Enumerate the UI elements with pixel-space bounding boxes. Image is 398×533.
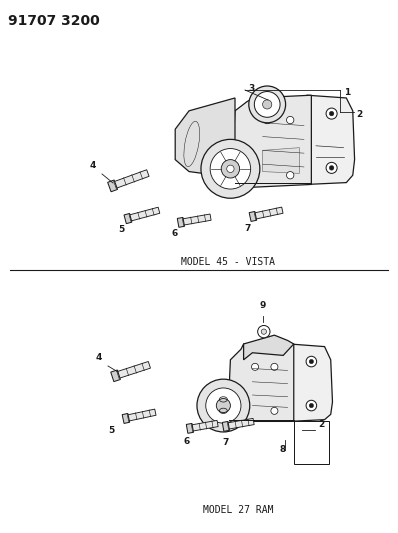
Text: 2: 2 (356, 110, 362, 119)
Circle shape (261, 329, 267, 334)
Circle shape (221, 159, 240, 178)
Polygon shape (228, 344, 294, 422)
Polygon shape (122, 414, 130, 423)
Circle shape (217, 399, 230, 413)
Text: 4: 4 (96, 353, 102, 362)
Circle shape (287, 172, 294, 179)
Polygon shape (117, 361, 150, 378)
Polygon shape (175, 98, 235, 175)
Text: 1: 1 (344, 88, 350, 97)
Polygon shape (177, 217, 185, 227)
Circle shape (258, 326, 270, 338)
Circle shape (329, 166, 334, 170)
Circle shape (206, 388, 241, 423)
Polygon shape (111, 370, 121, 382)
Text: 7: 7 (222, 438, 228, 447)
Text: 9: 9 (260, 301, 266, 310)
Text: 4: 4 (90, 161, 96, 170)
Polygon shape (227, 418, 254, 429)
Circle shape (197, 379, 250, 432)
Text: 6: 6 (172, 229, 178, 238)
Circle shape (271, 407, 278, 414)
Polygon shape (182, 214, 211, 225)
Circle shape (263, 116, 271, 124)
Polygon shape (244, 335, 294, 360)
Text: 5: 5 (118, 225, 124, 234)
Text: 2: 2 (318, 420, 324, 429)
Circle shape (249, 86, 286, 123)
Circle shape (254, 92, 280, 117)
Text: 5: 5 (108, 426, 114, 435)
Circle shape (210, 149, 251, 189)
Circle shape (227, 165, 234, 173)
Circle shape (306, 356, 317, 367)
Circle shape (201, 139, 260, 198)
Polygon shape (249, 212, 257, 221)
Text: 91707 3200: 91707 3200 (8, 14, 100, 28)
Polygon shape (114, 169, 149, 188)
Polygon shape (107, 180, 117, 192)
Circle shape (329, 111, 334, 116)
Polygon shape (254, 207, 283, 219)
Circle shape (263, 100, 272, 109)
Circle shape (287, 116, 294, 124)
Text: MODEL 45 - VISTA: MODEL 45 - VISTA (181, 257, 275, 267)
Polygon shape (127, 409, 156, 421)
Polygon shape (263, 148, 299, 173)
Circle shape (309, 403, 314, 408)
Circle shape (306, 400, 317, 411)
Circle shape (271, 364, 278, 370)
Polygon shape (191, 421, 218, 431)
Circle shape (252, 364, 259, 370)
Polygon shape (124, 213, 132, 224)
Text: 8: 8 (280, 445, 286, 454)
Polygon shape (289, 344, 332, 422)
Text: MODEL 27 RAM: MODEL 27 RAM (203, 505, 273, 515)
Text: 6: 6 (183, 437, 189, 446)
Circle shape (326, 108, 337, 119)
Text: 7: 7 (244, 224, 250, 233)
Text: 3: 3 (248, 84, 254, 93)
Polygon shape (129, 207, 160, 221)
Polygon shape (307, 95, 355, 184)
Polygon shape (232, 95, 311, 187)
Circle shape (309, 359, 314, 364)
Polygon shape (186, 423, 193, 433)
Polygon shape (222, 422, 230, 431)
Circle shape (326, 163, 337, 173)
